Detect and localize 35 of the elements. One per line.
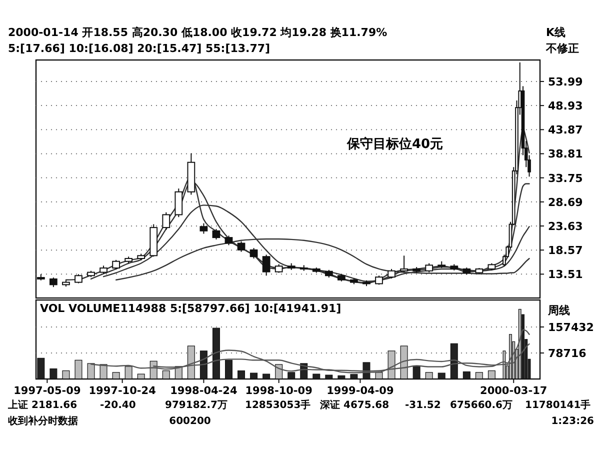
text: 11780141手 (525, 399, 591, 411)
text: 深证 4675.68 (319, 399, 390, 411)
text: 600200 (169, 416, 211, 427)
text: 2000-01-14 开18.55 高20.30 低18.00 收19.72 均19.28 换11.79% (8, 26, 388, 39)
text: 1:23:26 (551, 416, 594, 427)
text: 收到补分时数据 (8, 415, 78, 427)
text: 979182.7万 (165, 400, 228, 411)
y-tick-label: 33.75 (548, 172, 583, 185)
y-tick-label: 13.51 (548, 268, 583, 282)
text: 上证 2181.66 (7, 399, 78, 411)
x-tick-label: 1998-04-24 (170, 385, 238, 397)
text: K线 (546, 26, 566, 39)
y-tick-label: 78716 (548, 346, 587, 360)
y-tick-label: 48.93 (548, 100, 583, 113)
y-tick-label: 38.81 (548, 148, 583, 161)
text: -20.40 (100, 400, 136, 411)
text: 12853053手 (245, 399, 311, 411)
text: 周线 (547, 304, 570, 317)
x-tick-label: 2000-03-17 (480, 385, 548, 397)
annotation: VOL VOLUME114988 5:[58797.66] 10:[41941.91] (40, 302, 342, 315)
y-tick-label: 53.99 (548, 75, 583, 88)
x-tick-label: 1999-04-09 (326, 385, 394, 397)
text: 675660.6万 (450, 400, 513, 411)
x-tick-label: 1997-05-09 (14, 385, 81, 397)
annotation: 保守目标位40元 (346, 136, 444, 152)
y-tick-label: 157432 (548, 320, 594, 334)
y-tick-label: 43.87 (548, 124, 583, 137)
y-tick-label: 28.69 (548, 196, 583, 209)
text: 不修正 (545, 42, 579, 55)
y-tick-label: 23.63 (548, 220, 583, 233)
x-tick-label: 1998-10-09 (245, 385, 312, 397)
text: 5:[17.66] 10:[16.08] 20:[15.47] 55:[13.77] (8, 42, 270, 55)
text: -31.52 (405, 400, 441, 411)
x-tick-label: 1997-10-24 (88, 385, 156, 397)
y-tick-label: 18.57 (548, 244, 583, 258)
